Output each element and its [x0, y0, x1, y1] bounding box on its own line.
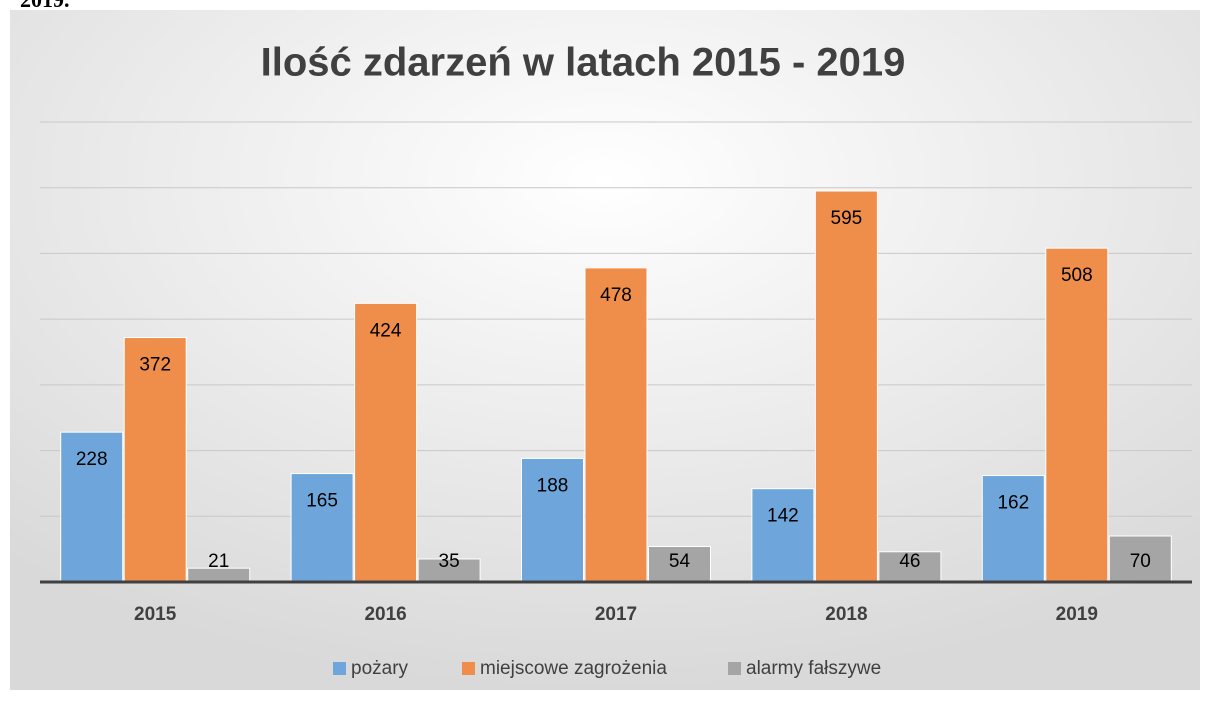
bar — [290, 473, 354, 583]
data-label: 70 — [1130, 551, 1151, 572]
x-tick-label: 2019 — [1056, 604, 1098, 625]
bar — [1108, 535, 1172, 583]
legend-swatch — [728, 662, 741, 675]
bar — [981, 475, 1045, 583]
data-label: 165 — [306, 491, 338, 512]
legend-label: alarmy fałszywe — [746, 658, 881, 679]
legend-swatch — [333, 662, 346, 675]
bar — [751, 488, 815, 583]
bar — [60, 431, 124, 583]
bar — [521, 457, 584, 583]
legend-swatch — [462, 662, 475, 675]
data-label: 142 — [767, 506, 799, 527]
data-label: 54 — [669, 551, 691, 572]
bar — [354, 302, 418, 583]
data-label: 595 — [831, 208, 863, 229]
data-label: 478 — [600, 285, 632, 306]
x-tick-label: 2016 — [364, 604, 406, 625]
data-label: 21 — [208, 551, 229, 572]
data-label: 228 — [76, 449, 108, 470]
bar — [1045, 247, 1109, 583]
legend-label: pożary — [351, 658, 409, 679]
data-label: 508 — [1061, 265, 1093, 286]
data-label: 162 — [997, 493, 1029, 514]
bar — [123, 337, 187, 583]
x-tick-label: 2018 — [825, 604, 867, 625]
data-label: 188 — [537, 475, 569, 496]
bar — [814, 190, 878, 583]
chart-title: Ilość zdarzeń w latach 2015 - 2019 — [261, 41, 906, 85]
data-label: 372 — [139, 355, 171, 376]
x-tick-label: 2017 — [595, 604, 637, 625]
bar — [648, 546, 711, 583]
x-tick-label: 2015 — [134, 604, 177, 625]
data-label: 35 — [439, 551, 460, 572]
bar — [878, 551, 942, 583]
data-label: 46 — [899, 551, 920, 572]
data-label: 424 — [370, 320, 402, 341]
page-fragment: 2019. — [20, 0, 70, 12]
bar — [584, 267, 648, 583]
legend-label: miejscowe zagrożenia — [480, 658, 667, 679]
